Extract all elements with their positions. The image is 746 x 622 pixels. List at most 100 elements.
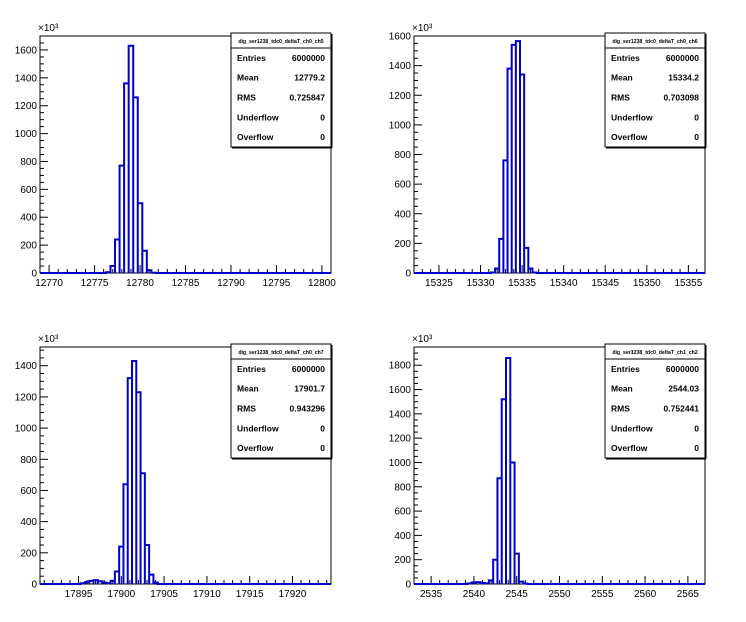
- stats-value: 6000000: [666, 364, 699, 374]
- histogram-bin: [493, 560, 497, 584]
- histogram-bin: [124, 83, 129, 273]
- stats-label: Overflow: [611, 132, 648, 142]
- x-tick-label: 2560: [634, 589, 657, 600]
- stats-label: Overflow: [237, 443, 274, 453]
- histogram-line: [40, 44, 331, 274]
- x-tick-label: 15330: [467, 278, 495, 289]
- stats-value: 0: [694, 423, 699, 433]
- y-exponent-label: ×10³: [38, 334, 59, 345]
- y-tick-label: 1200: [15, 101, 38, 112]
- histogram-line: [40, 360, 331, 585]
- stats-box: dig_ser1238_tdc0_deltaT_ch0_ch7 Entries 60…: [230, 343, 333, 460]
- stats-label: Entries: [237, 364, 266, 374]
- stats-label: Mean: [611, 384, 633, 394]
- x-tick-label: 12795: [263, 278, 291, 289]
- stats-value: 15334.2: [668, 73, 699, 83]
- y-tick-label: 1200: [15, 392, 38, 403]
- stats-value: 0: [694, 112, 699, 122]
- stats-box-frame: [230, 32, 332, 148]
- histogram-bin: [110, 266, 115, 273]
- histogram-bin: [515, 554, 519, 584]
- stats-title: dig_ser1238_tdc0_deltaT_ch0_ch7: [238, 350, 323, 356]
- histogram-bin: [132, 361, 136, 584]
- histogram-bin: [102, 582, 106, 584]
- histogram-bin: [480, 583, 484, 584]
- stats-title: dig_ser1238_tdc0_deltaT_ch0_ch6: [612, 39, 697, 45]
- stats-label: Mean: [237, 73, 259, 83]
- histogram-bin: [467, 583, 471, 584]
- histogram-panel-2: 15325 15330 15335 15340 15345 15350 15355 0 200 4…: [389, 23, 707, 289]
- stats-label: Mean: [611, 73, 633, 83]
- stats-label: Entries: [237, 53, 266, 63]
- histogram-bin: [119, 547, 123, 584]
- stats-box-frame: [604, 343, 706, 459]
- stats-label: Underflow: [237, 112, 279, 122]
- histogram-bin: [106, 272, 111, 273]
- y-tick-label: 0: [405, 580, 411, 591]
- y-tick-label: 1600: [15, 45, 38, 56]
- y-exponent-label: ×10³: [412, 23, 433, 34]
- histogram-line: [414, 40, 705, 274]
- stats-value: 0: [320, 132, 325, 142]
- stats-value: 6000000: [666, 53, 699, 63]
- x-tick-label: 2565: [677, 589, 700, 600]
- histogram-bin: [497, 478, 501, 584]
- stats-label: Overflow: [237, 132, 274, 142]
- stats-value: 12779.2: [294, 73, 325, 83]
- y-tick-label: 1600: [389, 385, 412, 396]
- histogram-bin: [136, 392, 140, 584]
- histogram-bin: [485, 583, 489, 584]
- y-tick-label: 800: [20, 455, 37, 466]
- histogram-bin: [141, 473, 145, 584]
- x-tick-label: 2535: [420, 589, 443, 600]
- stats-value: 17901.7: [294, 384, 325, 394]
- x-tick-label: 17900: [107, 589, 135, 600]
- x-tick-label: 2555: [591, 589, 614, 600]
- x-tick-label: 2550: [548, 589, 571, 600]
- x-tick-label: 15325: [425, 278, 453, 289]
- stats-label: Entries: [611, 364, 640, 374]
- stats-value: 0.725847: [290, 93, 326, 103]
- y-tick-label: 1800: [389, 361, 412, 372]
- y-exponent-label: ×10³: [412, 334, 433, 345]
- x-tick-label: 12780: [126, 278, 154, 289]
- histogram-bin: [81, 583, 85, 584]
- x-tick-label: 12770: [35, 278, 63, 289]
- y-tick-label: 800: [394, 482, 411, 493]
- histogram-bin: [528, 269, 532, 273]
- histogram-bin: [519, 582, 523, 584]
- x-tick-label: 12790: [217, 278, 245, 289]
- histogram-bin: [153, 582, 157, 584]
- histogram-bin: [133, 97, 138, 273]
- stats-value: 2544.03: [668, 384, 699, 394]
- stats-box-frame: [604, 32, 706, 148]
- histogram-bin: [123, 484, 127, 584]
- histogram-bin: [147, 270, 152, 273]
- y-tick-label: 1000: [15, 129, 38, 140]
- histogram-bin: [115, 572, 119, 584]
- stats-box: dig_ser1238_tdc0_deltaT_ch1_ch2 Entries 60…: [604, 343, 707, 460]
- stats-label: RMS: [237, 93, 256, 103]
- histogram-bin: [508, 69, 512, 273]
- histogram-bin: [120, 166, 125, 273]
- histogram-bin: [503, 160, 507, 273]
- histogram-bin: [106, 583, 110, 584]
- histogram-bin: [111, 581, 115, 584]
- stats-label: RMS: [611, 404, 630, 414]
- histogram-bin: [472, 583, 476, 584]
- x-tick-label: 17920: [279, 589, 307, 600]
- x-tick-label: 15335: [508, 278, 536, 289]
- stats-value: 0: [320, 112, 325, 122]
- histogram-bin: [93, 580, 97, 584]
- histogram-bin: [502, 399, 506, 584]
- stats-label: Underflow: [237, 423, 279, 433]
- y-tick-label: 600: [394, 180, 411, 191]
- x-tick-label: 2545: [506, 589, 529, 600]
- y-tick-label: 1400: [389, 61, 412, 72]
- histogram-bin: [128, 378, 132, 584]
- histogram-bin: [89, 581, 93, 584]
- y-tick-label: 600: [20, 486, 37, 497]
- stats-value: 0: [320, 423, 325, 433]
- histogram-bin: [98, 581, 102, 584]
- stats-value: 0.703098: [664, 93, 700, 103]
